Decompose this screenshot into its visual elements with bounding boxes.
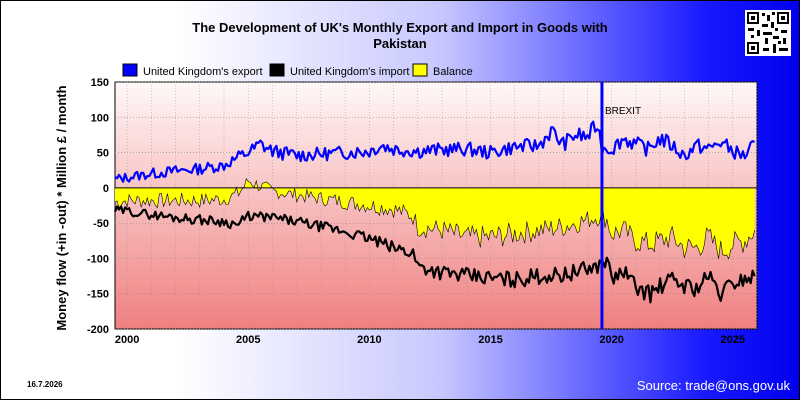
y-tick-label: 0 [103,183,109,195]
y-tick-label: -200 [87,324,109,336]
chart-title: The Development of UK's Monthly Export a… [150,20,650,52]
import-series-line [113,205,756,304]
x-tick-label: 2005 [236,334,260,346]
legend-label-1: United Kingdom's export [143,66,263,78]
x-tick-label: 2025 [721,334,745,346]
chart-title-line-1: The Development of UK's Monthly Export a… [192,20,608,35]
legend-label-2: United Kingdom's import [290,66,410,78]
x-tick-label: 2000 [115,334,139,346]
chart-title-line-2: Pakistan [373,36,427,51]
legend-label-3: Balance [433,66,473,78]
legend-swatch-2 [269,63,285,77]
legend: United Kingdom's export United Kingdom's … [122,63,473,78]
x-tick-label: 2020 [599,334,623,346]
balance-area [115,178,755,259]
date-stamp: 16.7.2026 [27,380,63,389]
brexit-label: BREXIT [605,106,641,117]
x-tick-label: 2015 [478,334,502,346]
source-text: Source: trade@ons.gov.uk [636,378,790,393]
qr-code-icon [745,10,791,56]
export-series-line [114,120,756,183]
y-tick-label: -50 [93,218,109,230]
y-tick-label: 150 [91,77,109,89]
y-tick-label: -100 [87,253,109,265]
axes: 150 100 50 0 -50 -100 -150 -200 2000 2005 2010 2015… [87,77,745,346]
legend-swatch-3 [412,63,428,77]
annotation-layer: BREXIT [600,82,641,329]
x-tick-label: 2010 [357,334,381,346]
legend-swatch-1 [122,63,138,77]
y-tick-label: 50 [97,148,109,160]
y-tick-label: -150 [87,289,109,301]
y-tick-label: 100 [91,112,109,124]
series-layer [113,120,757,304]
balance-line [114,177,755,260]
